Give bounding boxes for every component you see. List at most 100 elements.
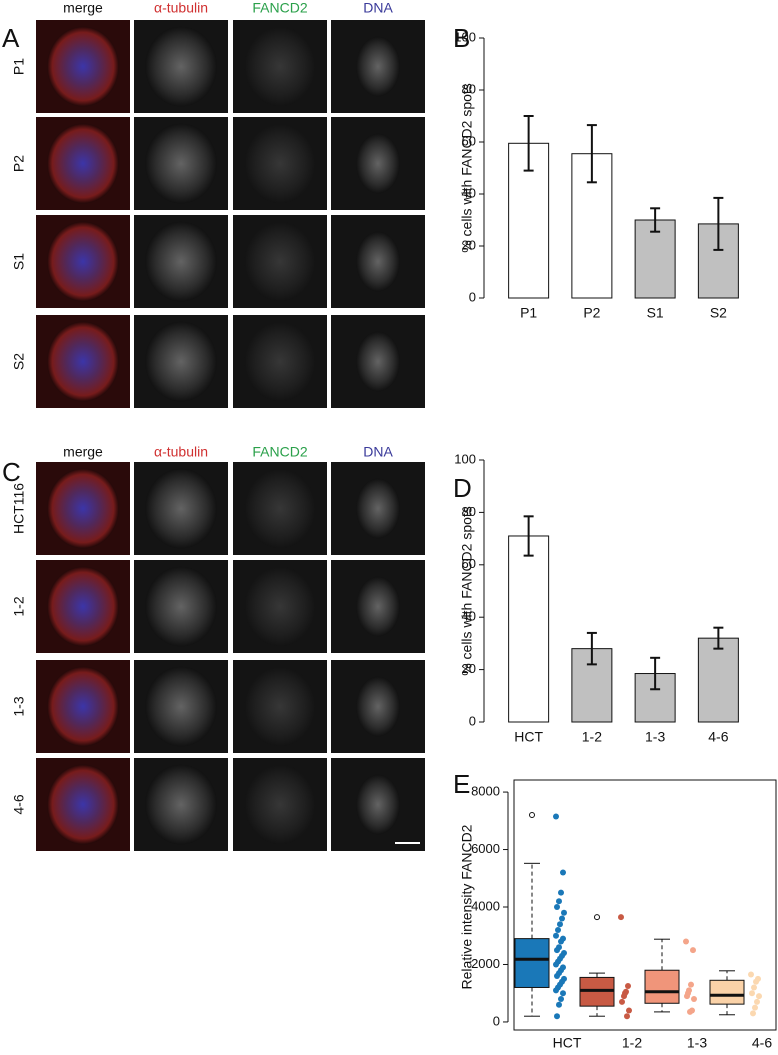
cell — [47, 221, 119, 302]
error-bar — [713, 626, 724, 650]
y-axis-label: Relative intensity FANCD2 — [459, 824, 475, 989]
column-header: DNA — [363, 444, 393, 460]
panel-letter: A — [2, 23, 20, 53]
cell — [356, 36, 400, 97]
error-bar — [713, 196, 724, 251]
y-axis-label: % cells with FANCD2 spots — [459, 506, 475, 676]
cell — [356, 478, 400, 539]
cell — [356, 576, 400, 637]
point — [558, 938, 564, 945]
x-tick-label: HCT — [553, 1035, 582, 1051]
x-tick-label: 4-6 — [752, 1035, 772, 1051]
y-tick-label: 8000 — [471, 784, 500, 799]
outlier — [529, 812, 535, 819]
cell — [244, 221, 316, 302]
y-tick-label: 100 — [454, 451, 476, 466]
panel-letter: C — [2, 457, 21, 487]
row-label: 1-3 — [11, 696, 27, 716]
point — [558, 889, 564, 896]
cell — [356, 231, 400, 292]
row-label: P1 — [11, 58, 27, 75]
point — [557, 921, 563, 928]
error-bar — [523, 115, 534, 172]
point — [624, 1013, 630, 1020]
x-tick-label: 1-2 — [622, 1035, 642, 1051]
y-tick-label: 40 — [462, 609, 476, 624]
y-tick-label: 0 — [469, 713, 476, 728]
cell — [244, 26, 316, 107]
point — [618, 914, 624, 921]
bar — [508, 535, 550, 723]
y-tick-label: 20 — [462, 237, 476, 252]
bar — [508, 142, 550, 299]
point — [560, 869, 566, 876]
column-header: merge — [63, 444, 103, 460]
box — [644, 969, 680, 1004]
point — [752, 1004, 758, 1011]
y-tick-label: 4000 — [471, 898, 500, 913]
point — [749, 990, 755, 997]
x-tick-label: 1-3 — [687, 1035, 707, 1051]
cell — [244, 123, 316, 204]
cell — [145, 764, 217, 845]
cell — [244, 468, 316, 549]
error-bar — [523, 515, 534, 557]
point — [554, 904, 560, 911]
point — [690, 947, 696, 954]
point — [625, 983, 631, 990]
point — [553, 813, 559, 820]
cell — [356, 133, 400, 194]
x-tick-label: HCT — [514, 729, 543, 745]
y-tick-label: 80 — [462, 504, 476, 519]
point — [553, 961, 559, 968]
x-tick-label: 1-3 — [645, 729, 665, 745]
point — [559, 915, 565, 922]
cell — [47, 764, 119, 845]
cell — [244, 321, 316, 402]
point — [555, 927, 561, 933]
cell — [47, 321, 119, 402]
panel-letter: D — [453, 473, 472, 503]
point — [685, 990, 691, 997]
cell — [145, 123, 217, 204]
point — [560, 990, 566, 997]
cell — [145, 26, 217, 107]
row-label: S2 — [11, 353, 27, 370]
y-tick-label: 80 — [462, 81, 476, 96]
cell — [145, 666, 217, 747]
cell — [244, 666, 316, 747]
y-axis-label: % cells with FANCD2 spots — [459, 83, 475, 253]
point — [688, 981, 694, 988]
point — [691, 995, 697, 1002]
y-tick-label: 6000 — [471, 841, 500, 856]
micrographs — [36, 20, 425, 851]
row-label: P2 — [11, 155, 27, 172]
box — [709, 979, 745, 1005]
x-tick-label: P1 — [520, 305, 537, 321]
y-tick-label: 40 — [462, 185, 476, 200]
cell — [47, 123, 119, 204]
cell — [47, 468, 119, 549]
error-bar — [586, 631, 597, 666]
box — [514, 938, 550, 988]
point — [554, 947, 560, 954]
outlier — [594, 914, 600, 921]
cell — [145, 566, 217, 647]
point — [558, 995, 564, 1002]
y-tick-label: 0 — [493, 1013, 500, 1028]
error-bar — [650, 207, 661, 233]
row-label: 1-2 — [11, 596, 27, 616]
cell — [47, 566, 119, 647]
cell — [356, 774, 400, 835]
plot-frame — [513, 779, 777, 1031]
cell — [47, 26, 119, 107]
point — [750, 1010, 756, 1017]
panel-letter: B — [453, 23, 470, 53]
point — [553, 932, 559, 939]
point — [554, 972, 560, 979]
point — [554, 1013, 560, 1020]
point — [556, 1001, 562, 1008]
x-tick-label: P2 — [583, 305, 600, 321]
point — [756, 993, 762, 1000]
